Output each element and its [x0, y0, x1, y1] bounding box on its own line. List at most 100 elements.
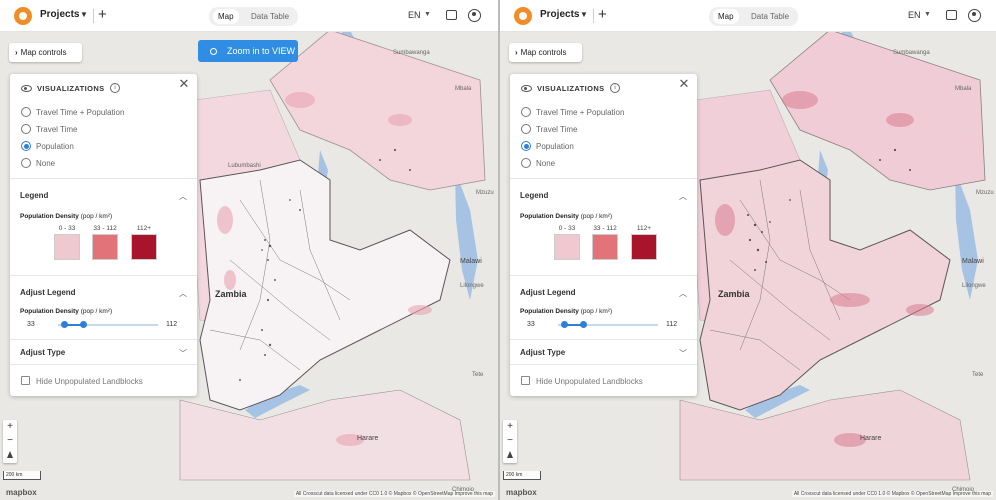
plus-icon[interactable]: +	[98, 6, 107, 23]
radio-button-selected[interactable]	[21, 141, 31, 151]
radio-button[interactable]	[21, 107, 31, 117]
option-population[interactable]: Population	[21, 139, 74, 151]
adjust-legend-title[interactable]: Adjust Legend	[520, 288, 576, 297]
logo-icon[interactable]	[14, 7, 32, 25]
adjust-legend-title[interactable]: Adjust Legend	[20, 288, 76, 297]
map-attribution[interactable]: All Crosscut data licensed under CC0 1.0…	[791, 491, 993, 497]
mapbox-logo[interactable]: mapbox	[506, 488, 537, 497]
checkbox[interactable]	[21, 376, 30, 385]
slider-min-value: 33	[27, 321, 35, 328]
checkbox[interactable]	[521, 376, 530, 385]
close-icon[interactable]: ✕	[178, 76, 190, 91]
radio-button[interactable]	[21, 124, 31, 134]
chevron-down-icon[interactable]: ▼	[424, 11, 431, 18]
plus-icon[interactable]: +	[598, 6, 607, 23]
projects-menu[interactable]: Projects	[540, 9, 580, 20]
info-icon[interactable]: i	[110, 83, 120, 93]
chevron-up-icon[interactable]: ︿	[179, 192, 187, 201]
chevron-up-icon[interactable]: ︿	[179, 289, 187, 298]
option-travel-time-population[interactable]: Travel Time + Population	[521, 105, 624, 117]
map-label-malawi: Malawi	[962, 258, 984, 265]
legend-title[interactable]: Legend	[20, 191, 49, 200]
caret-down-icon[interactable]: ▼	[580, 10, 588, 19]
slider-handle-min[interactable]	[561, 321, 568, 328]
divider	[10, 275, 197, 276]
user-icon[interactable]	[968, 9, 981, 22]
slider-range	[565, 324, 584, 326]
close-icon[interactable]: ✕	[678, 76, 690, 91]
zoom-out-button[interactable]: −	[7, 435, 13, 446]
map-controls-button[interactable]: › Map controls	[9, 43, 82, 62]
zoom-in-button[interactable]: +	[7, 421, 13, 432]
tab-map[interactable]: Map	[713, 9, 739, 24]
legend-swatch-low	[54, 234, 80, 260]
zoom-in-button[interactable]: +	[507, 421, 513, 432]
caret-down-icon[interactable]: ▼	[80, 10, 88, 19]
radio-button[interactable]	[521, 158, 531, 168]
chat-icon[interactable]	[946, 10, 957, 20]
chat-icon[interactable]	[446, 10, 457, 20]
chevron-down-icon[interactable]: ﹀	[179, 349, 187, 358]
option-population[interactable]: Population	[521, 139, 574, 151]
slider-track[interactable]	[558, 324, 658, 326]
legend-bin-label: 112+	[136, 225, 152, 232]
slider-handle-max[interactable]	[580, 321, 587, 328]
compass-icon[interactable]	[7, 451, 13, 458]
map-label-chimoio: Chimoio	[452, 487, 475, 493]
map-label-harare: Harare	[357, 435, 379, 442]
adjust-type-title[interactable]: Adjust Type	[20, 348, 66, 357]
option-none[interactable]: None	[21, 156, 55, 168]
zoom-out-button[interactable]: −	[507, 435, 513, 446]
logo-icon[interactable]	[514, 7, 532, 25]
zoom-to-view-button[interactable]: Zoom in to VIEW	[198, 40, 298, 62]
tab-data-table[interactable]: Data Table	[251, 12, 290, 21]
slider-max-value: 112	[166, 321, 178, 328]
map-controls-label: Map controls	[520, 48, 567, 57]
user-icon[interactable]	[468, 9, 481, 22]
projects-menu[interactable]: Projects	[40, 9, 80, 20]
zoom-button-label: Zoom in to VIEW	[227, 46, 296, 56]
visualization-panel: ✕ VISUALIZATIONS i Travel Time + Populat…	[10, 74, 197, 396]
map-label-lilongwe: Lilongwe	[460, 283, 484, 289]
info-icon[interactable]: i	[610, 83, 620, 93]
chevron-down-icon[interactable]: ▼	[924, 11, 931, 18]
radio-button[interactable]	[521, 107, 531, 117]
chevron-up-icon[interactable]: ︿	[679, 192, 687, 201]
hide-unpopulated-option[interactable]: Hide Unpopulated Landblocks	[21, 375, 143, 386]
map-controls-label: Map controls	[20, 48, 67, 57]
radio-button[interactable]	[521, 124, 531, 134]
option-travel-time[interactable]: Travel Time	[521, 122, 578, 134]
map-attribution[interactable]: All Crosscut data licensed under CC0 1.0…	[293, 491, 495, 497]
map-label-mbala: Mbala	[455, 86, 472, 92]
adjust-subtitle: Population Density (pop / km²)	[520, 308, 613, 315]
slider-handle-min[interactable]	[61, 321, 68, 328]
language-select[interactable]: EN	[908, 10, 921, 20]
divider	[510, 364, 697, 365]
tanzania-region	[769, 29, 986, 191]
slider-track[interactable]	[58, 324, 158, 326]
adjust-type-title[interactable]: Adjust Type	[520, 348, 566, 357]
chevron-up-icon[interactable]: ︿	[679, 289, 687, 298]
chevron-down-icon[interactable]: ﹀	[679, 349, 687, 358]
compass-icon[interactable]	[507, 451, 513, 458]
tab-map[interactable]: Map	[213, 9, 239, 24]
map-label-sumbawanga: Sumbawanga	[393, 50, 430, 56]
option-none[interactable]: None	[521, 156, 555, 168]
option-travel-time[interactable]: Travel Time	[21, 122, 78, 134]
mapbox-logo[interactable]: mapbox	[6, 488, 37, 497]
scale-bar: 200 km	[3, 471, 41, 480]
tab-data-table[interactable]: Data Table	[751, 12, 790, 21]
slider-range	[65, 324, 84, 326]
lake-malawi	[455, 170, 478, 300]
radio-button[interactable]	[21, 158, 31, 168]
language-select[interactable]: EN	[408, 10, 421, 20]
option-label: None	[536, 159, 556, 168]
option-label: Population	[536, 142, 574, 151]
option-travel-time-population[interactable]: Travel Time + Population	[21, 105, 124, 117]
legend-title[interactable]: Legend	[520, 191, 549, 200]
slider-handle-max[interactable]	[80, 321, 87, 328]
lake-kariba	[245, 385, 310, 418]
hide-unpopulated-option[interactable]: Hide Unpopulated Landblocks	[521, 375, 643, 386]
map-controls-button[interactable]: › Map controls	[509, 43, 582, 62]
radio-button-selected[interactable]	[521, 141, 531, 151]
